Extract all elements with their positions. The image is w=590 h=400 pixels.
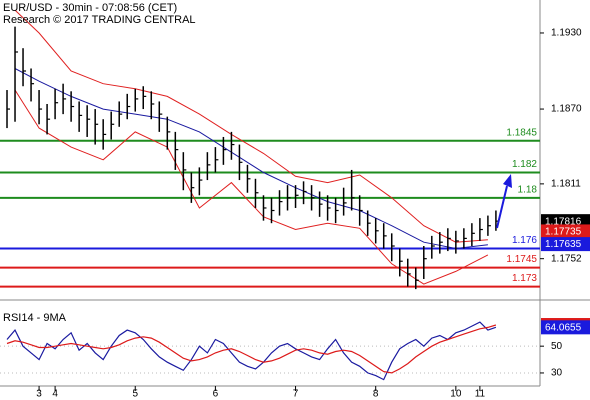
- overlay-line: [14, 68, 488, 250]
- y-tick-label: 1.1752: [551, 253, 582, 264]
- panel-title: RSI14 - 9MA: [3, 312, 67, 324]
- x-tick-label: 8: [373, 389, 379, 400]
- series-line: [6, 324, 497, 374]
- plot-layer: 1.19301.18701.18111.17521.18451.1821.181…: [0, 9, 590, 400]
- price-tag: [541, 320, 590, 335]
- x-tick-label: 10: [450, 389, 462, 400]
- y-tick-label: 1.1811: [551, 179, 581, 190]
- x-tick-label: 3: [36, 389, 42, 400]
- level-label: 1.176: [512, 235, 537, 246]
- price-tag-label: 1.17816: [545, 216, 582, 227]
- series-line: [6, 321, 497, 381]
- level-label: 1.173: [512, 273, 537, 284]
- x-tick-label: 6: [213, 389, 219, 400]
- level-label: 1.18: [518, 184, 538, 195]
- x-tick-label: 7: [293, 389, 299, 400]
- price-tag-label: 1.17735: [545, 227, 582, 238]
- price-tag-label: 64.0655: [545, 322, 582, 333]
- price-tag: [541, 237, 590, 252]
- y-tick-label: 50: [551, 341, 563, 352]
- x-tick-label: 11: [475, 389, 486, 400]
- y-tick-label: 30: [551, 368, 563, 379]
- level-label: 1.182: [512, 159, 537, 170]
- y-tick-label: 1.1870: [551, 104, 582, 115]
- price-tag: [541, 224, 590, 239]
- price-tag-label: 1.17635: [545, 239, 582, 250]
- overlay-line: [14, 9, 488, 243]
- level-label: 1.1745: [506, 254, 537, 265]
- chart-title: EUR/USD - 30min - 07:08:56 (CET): [3, 2, 177, 14]
- level-label: 1.1845: [506, 127, 537, 138]
- arrow-head: [503, 174, 512, 188]
- y-tick-label: 1.1930: [551, 28, 582, 39]
- x-tick-label: 4: [52, 389, 58, 400]
- arrow-shaft: [496, 185, 508, 229]
- chart-subtitle: Research © 2017 TRADING CENTRAL: [3, 14, 196, 26]
- x-tick-label: 5: [132, 389, 138, 400]
